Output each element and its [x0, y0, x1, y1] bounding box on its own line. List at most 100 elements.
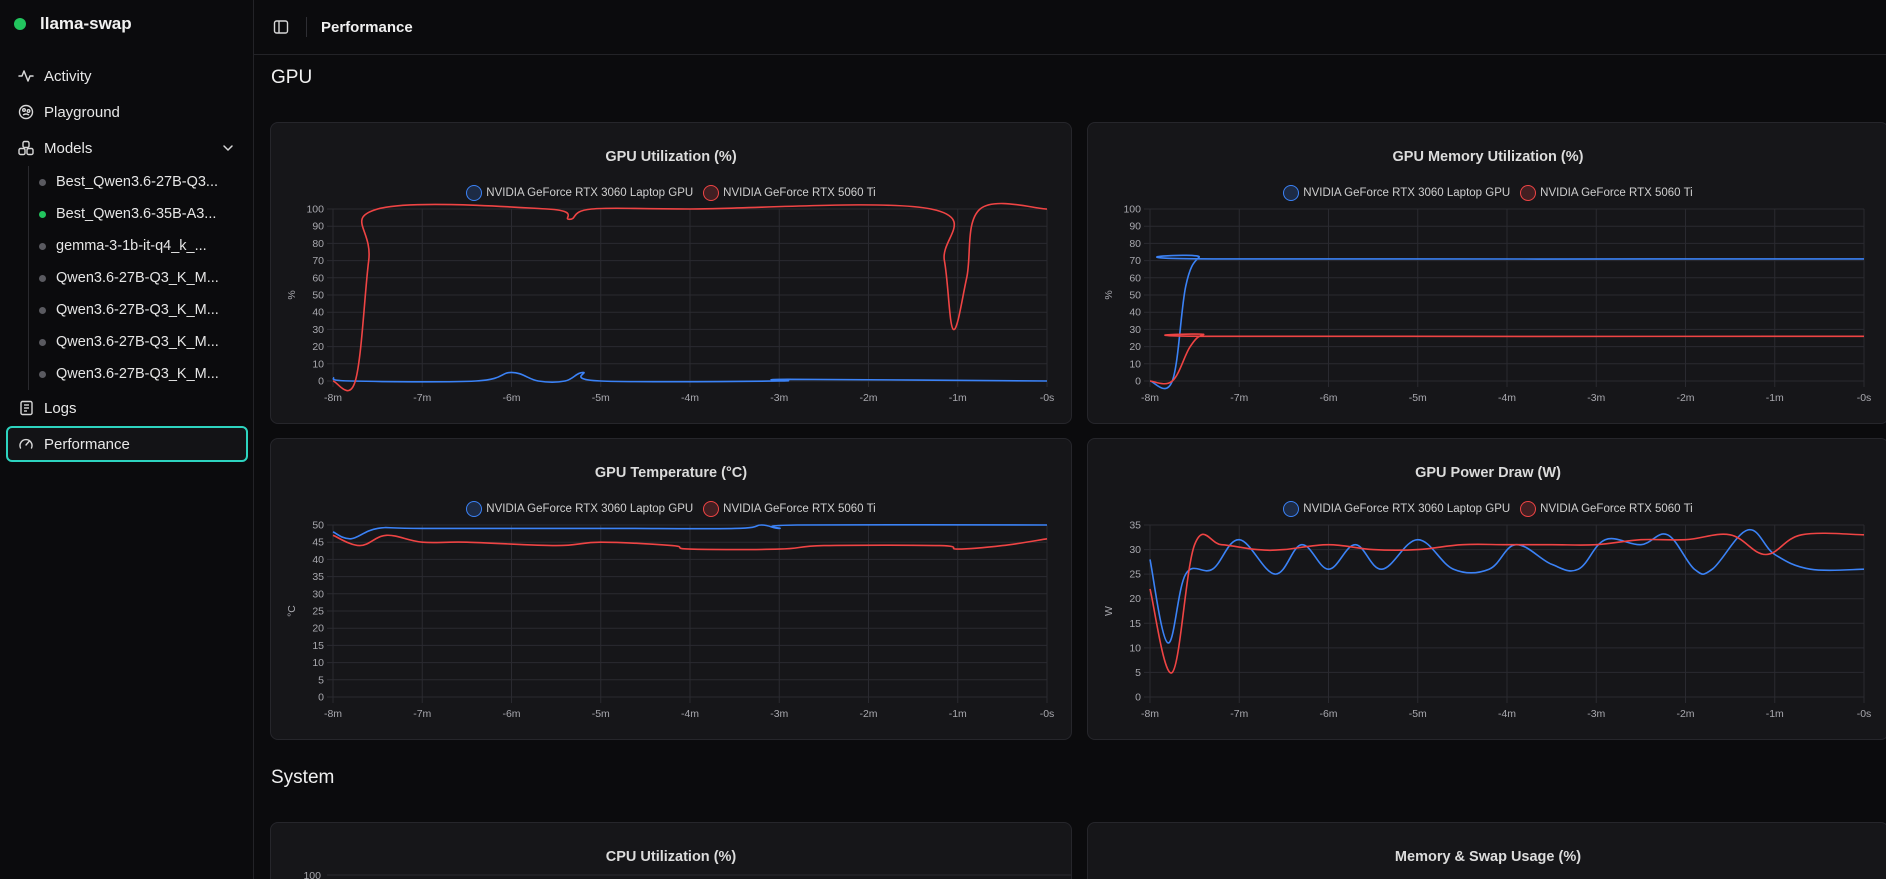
y-axis-label: % — [1103, 290, 1115, 299]
y-tick-label: 35 — [312, 571, 324, 583]
series-line-2 — [1149, 333, 1865, 385]
y-tick-label: 50 — [312, 520, 324, 532]
series-line-2 — [332, 202, 1048, 392]
legend-item[interactable]: NVIDIA GeForce RTX 3060 Laptop GPU — [466, 185, 693, 201]
model-item[interactable]: Qwen3.6-27B-Q3_K_M... — [39, 358, 248, 390]
legend-item[interactable]: NVIDIA GeForce RTX 5060 Ti — [703, 501, 876, 517]
y-tick-label: 10 — [312, 358, 324, 370]
x-tick-label: -2m — [859, 708, 877, 720]
sidebar-item-models[interactable]: Models — [6, 130, 248, 166]
legend-label: NVIDIA GeForce RTX 3060 Laptop GPU — [1303, 503, 1511, 515]
model-item[interactable]: gemma-3-1b-it-q4_k_... — [39, 230, 248, 262]
chart-svg: 100 — [303, 870, 1071, 879]
chart-title: Memory & Swap Usage (%) — [1394, 849, 1582, 865]
chart-card-memory-swap: Memory & Swap Usage (%) — [1087, 822, 1886, 879]
chart-legend: NVIDIA GeForce RTX 3060 Laptop GPU NVIDIA… — [1088, 185, 1886, 201]
legend-item[interactable]: NVIDIA GeForce RTX 5060 Ti — [1520, 501, 1693, 517]
brand[interactable]: llama-swap — [14, 14, 132, 34]
y-axis-label: °C — [286, 605, 298, 617]
y-tick-label: 25 — [1129, 569, 1141, 581]
model-idle-icon — [39, 338, 46, 346]
legend-swatch-icon — [703, 501, 720, 517]
legend-item[interactable]: NVIDIA GeForce RTX 3060 Laptop GPU — [466, 501, 693, 517]
x-tick-label: -5m — [592, 708, 610, 720]
sidebar-item-activity[interactable]: Activity — [6, 58, 248, 94]
legend-label: NVIDIA GeForce RTX 5060 Ti — [1540, 187, 1693, 199]
model-name: Qwen3.6-27B-Q3_K_M... — [56, 270, 219, 286]
x-tick-label: -1m — [1766, 392, 1784, 404]
x-tick-label: -7m — [413, 708, 431, 720]
sidebar-item-label: Performance — [44, 435, 130, 453]
legend-item[interactable]: NVIDIA GeForce RTX 3060 Laptop GPU — [1283, 501, 1510, 517]
x-tick-label: -1m — [1766, 708, 1784, 720]
x-tick-label: -3m — [1587, 392, 1605, 404]
app-title: llama-swap — [40, 14, 132, 33]
y-tick-label: 10 — [1129, 642, 1141, 654]
legend-label: NVIDIA GeForce RTX 3060 Laptop GPU — [486, 187, 694, 199]
chart-svg: 0 5 10 15 20 25 30 35 40 45 50 -8m -7m -6m -5m -4m -3m -2… — [286, 520, 1054, 721]
x-tick-label: -8m — [324, 392, 342, 404]
chart-title: GPU Power Draw (W) — [1415, 465, 1561, 481]
chart-title: GPU Memory Utilization (%) — [1392, 149, 1584, 165]
y-tick-label: 30 — [1129, 324, 1141, 336]
logs-icon — [18, 400, 34, 416]
y-tick-label: 70 — [312, 255, 324, 267]
model-item[interactable]: Qwen3.6-27B-Q3_K_M... — [39, 326, 248, 358]
legend-item[interactable]: NVIDIA GeForce RTX 3060 Laptop GPU — [1283, 185, 1510, 201]
chart-legend: NVIDIA GeForce RTX 3060 Laptop GPU NVIDIA… — [1088, 501, 1886, 517]
page-header: Performance — [254, 0, 1886, 55]
y-tick-label: 30 — [1129, 544, 1141, 556]
x-tick-label: -7m — [1230, 708, 1248, 720]
model-item[interactable]: Qwen3.6-27B-Q3_K_M... — [39, 262, 248, 294]
x-tick-label: -7m — [1230, 392, 1248, 404]
chevron-down-icon[interactable] — [220, 140, 236, 156]
playground-icon — [18, 104, 34, 120]
legend-label: NVIDIA GeForce RTX 3060 Laptop GPU — [486, 503, 694, 515]
series-line-1 — [332, 371, 1048, 383]
y-tick-label: 10 — [1129, 358, 1141, 370]
sidebar-item-performance[interactable]: Performance — [6, 426, 248, 462]
status-online-icon — [14, 18, 26, 30]
y-tick-label: 20 — [312, 623, 324, 635]
model-item[interactable]: Best_Qwen3.6-27B-Q3... — [39, 166, 248, 198]
y-tick-label: 30 — [312, 588, 324, 600]
y-tick-label: 40 — [312, 307, 324, 319]
x-tick-label: -5m — [592, 392, 610, 404]
chart-title: GPU Utilization (%) — [605, 149, 737, 165]
legend-label: NVIDIA GeForce RTX 3060 Laptop GPU — [1303, 187, 1511, 199]
y-axis-label: W — [1103, 606, 1115, 616]
section-title-gpu: GPU — [271, 67, 313, 88]
y-tick-label: 0 — [318, 692, 324, 704]
series-line-1 — [1149, 529, 1865, 644]
chart-card-gpu-power: GPU Power Draw (W) NVIDIA GeForce RTX 306… — [1087, 438, 1886, 740]
x-tick-label: -5m — [1409, 708, 1427, 720]
y-tick-label: 5 — [318, 674, 324, 686]
model-item[interactable]: Best_Qwen3.6-35B-A3... — [39, 198, 248, 230]
chart-svg: 0 10 20 30 40 50 60 70 80 90 100 -8m -7m -6m -5m -4m -3m… — [1103, 204, 1872, 405]
x-tick-label: -6m — [502, 708, 520, 720]
model-idle-icon — [39, 242, 46, 250]
sidebar-item-label: Models — [44, 139, 93, 157]
x-tick-label: -0s — [1857, 392, 1872, 404]
y-tick-label: 25 — [312, 606, 324, 618]
y-tick-label: 50 — [1129, 290, 1141, 302]
y-tick-label: 40 — [1129, 307, 1141, 319]
legend-item[interactable]: NVIDIA GeForce RTX 5060 Ti — [703, 185, 876, 201]
legend-item[interactable]: NVIDIA GeForce RTX 5060 Ti — [1520, 185, 1693, 201]
model-item[interactable]: Qwen3.6-27B-Q3_K_M... — [39, 294, 248, 326]
sidebar-toggle-icon[interactable] — [272, 18, 290, 36]
sidebar-item-logs[interactable]: Logs — [6, 390, 248, 426]
x-tick-label: -4m — [1498, 392, 1516, 404]
chart-card-gpu-memory: GPU Memory Utilization (%) NVIDIA GeForce… — [1087, 122, 1886, 424]
chart-card-gpu-utilization: GPU Utilization (%) NVIDIA GeForce RTX 30… — [270, 122, 1072, 424]
chart-card-cpu-utilization: CPU Utilization (%) 100 — [270, 822, 1072, 879]
y-tick-label: 10 — [312, 657, 324, 669]
sidebar-item-playground[interactable]: Playground — [6, 94, 248, 130]
legend-label: NVIDIA GeForce RTX 5060 Ti — [1540, 503, 1693, 515]
x-tick-label: -8m — [1141, 392, 1159, 404]
x-tick-label: -2m — [1676, 392, 1694, 404]
y-tick-label: 90 — [1129, 221, 1141, 233]
sidebar-item-label: Playground — [44, 103, 120, 121]
x-tick-label: -0s — [1040, 392, 1055, 404]
sidebar-item-label: Activity — [44, 67, 92, 85]
